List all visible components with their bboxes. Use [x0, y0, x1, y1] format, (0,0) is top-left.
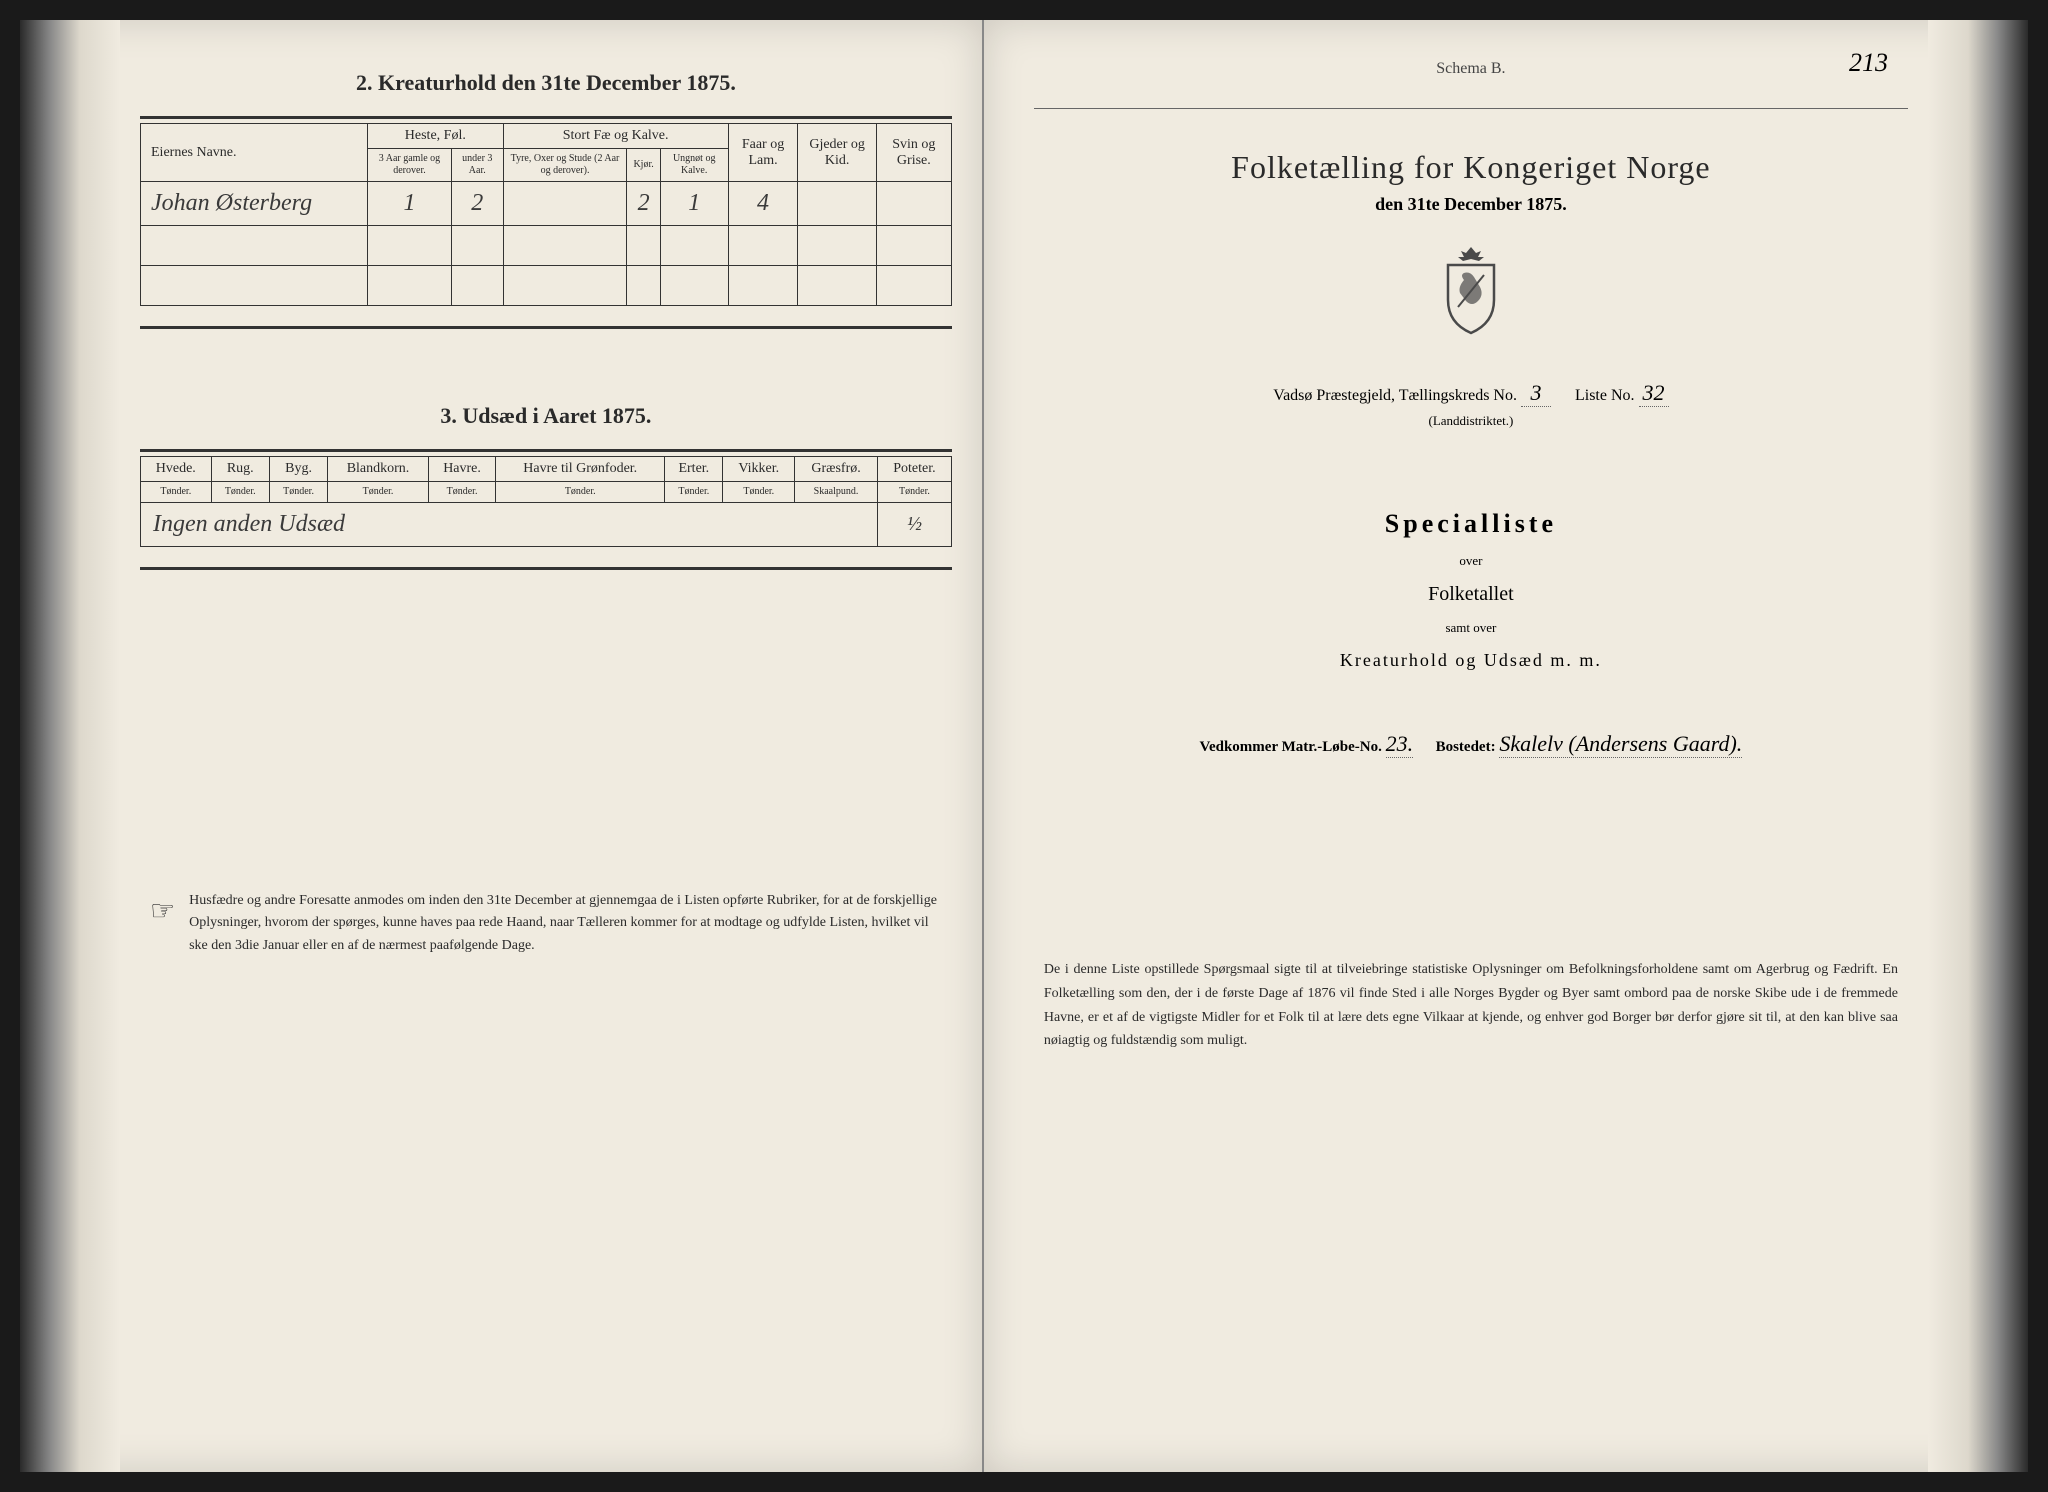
left-page: 2. Kreaturhold den 31te December 1875. E… — [20, 20, 984, 1472]
unit: Tønder. — [211, 482, 269, 503]
liste-label: Liste No. — [1575, 387, 1639, 404]
cell-v3 — [503, 182, 627, 226]
liste-no: 32 — [1639, 380, 1669, 407]
cell-v6: 4 — [728, 182, 798, 226]
section3-title: 3. Udsæd i Aaret 1875. — [140, 403, 952, 429]
footnote-text: Husfædre og andre Foresatte anmodes om i… — [189, 890, 942, 957]
col-name: Eiernes Navne. — [141, 124, 368, 182]
page-number: 213 — [1849, 48, 1888, 78]
parish-name: Vadsø — [1273, 387, 1312, 404]
kreatur-label: Kreaturhold og Udsæd m. m. — [1034, 650, 1908, 671]
vedkommer-label: Vedkommer Matr.-Løbe-No. — [1200, 739, 1386, 755]
specialliste-title: Specialliste — [1034, 509, 1908, 539]
table-row: Ingen anden Udsæd ½ — [141, 503, 952, 547]
col-byg: Byg. — [269, 457, 327, 482]
seed-table: Hvede. Rug. Byg. Blandkorn. Havre. Havre… — [140, 456, 952, 547]
jurisdiction-line: Vadsø Præstegjeld, Tællingskreds No. 3 L… — [1034, 380, 1908, 407]
col-group-fae: Stort Fæ og Kalve. — [503, 124, 728, 149]
book-spread: 2. Kreaturhold den 31te December 1875. E… — [20, 20, 2028, 1472]
col-poteter: Poteter. — [878, 457, 952, 482]
vedkommer-line: Vedkommer Matr.-Løbe-No. 23. Bostedet: S… — [1034, 731, 1908, 758]
unit: Tønder. — [665, 482, 723, 503]
pointing-hand-icon: ☞ — [150, 890, 175, 957]
cell-v8 — [876, 182, 951, 226]
census-title: Folketælling for Kongeriget Norge — [1034, 149, 1908, 186]
rule — [140, 116, 952, 119]
unit: Skaalpund. — [795, 482, 878, 503]
unit: Tønder. — [496, 482, 665, 503]
cell-v5: 1 — [660, 182, 728, 226]
right-page-edge — [1928, 20, 2028, 1472]
col-gjeder: Gjeder og Kid. — [798, 124, 876, 182]
unit: Tønder. — [269, 482, 327, 503]
coat-of-arms-icon — [1034, 245, 1908, 340]
matr-no: 23. — [1386, 731, 1414, 758]
table-row — [141, 226, 952, 266]
col-fae2: Kjør. — [627, 149, 660, 182]
livestock-table: Eiernes Navne. Heste, Føl. Stort Fæ og K… — [140, 123, 952, 306]
folketallet-label: Folketallet — [1034, 583, 1908, 606]
col-blandkorn: Blandkorn. — [328, 457, 429, 482]
cell-v1: 1 — [368, 182, 452, 226]
col-heste2: under 3 Aar. — [451, 149, 503, 182]
col-hvede: Hvede. — [141, 457, 212, 482]
col-vikker: Vikker. — [723, 457, 795, 482]
cell-v7 — [798, 182, 876, 226]
col-rug: Rug. — [211, 457, 269, 482]
jurisdiction-mid: Præstegjeld, Tællingskreds No. — [1312, 387, 1521, 404]
jurisdiction-sub: (Landdistriktet.) — [1034, 413, 1908, 429]
cell-v4: 2 — [627, 182, 660, 226]
rule — [140, 567, 952, 570]
cell-v2: 2 — [451, 182, 503, 226]
census-date: den 31te December 1875. — [1034, 194, 1908, 215]
col-heste1: 3 Aar gamle og derover. — [368, 149, 452, 182]
unit: Tønder. — [328, 482, 429, 503]
owner-name: Johan Østerberg — [141, 182, 368, 226]
col-group-heste: Heste, Føl. — [368, 124, 504, 149]
rule — [140, 326, 952, 329]
rule — [140, 449, 952, 452]
bostedet-label: Bostedet: — [1436, 739, 1500, 755]
table-row — [141, 266, 952, 306]
poteter-value: ½ — [878, 503, 952, 547]
kreds-no: 3 — [1521, 380, 1551, 407]
col-havre-gron: Havre til Grønfoder. — [496, 457, 665, 482]
section2-title: 2. Kreaturhold den 31te December 1875. — [140, 70, 952, 96]
schema-label: Schema B. — [1034, 60, 1908, 78]
right-footnote: De i denne Liste opstillede Spørgsmaal s… — [1034, 958, 1908, 1053]
right-page: 213 Schema B. Folketælling for Kongerige… — [984, 20, 2028, 1472]
unit: Tønder. — [428, 482, 495, 503]
col-faar: Faar og Lam. — [728, 124, 798, 182]
unit: Tønder. — [878, 482, 952, 503]
unit: Tønder. — [723, 482, 795, 503]
col-fae1: Tyre, Oxer og Stude (2 Aar og derover). — [503, 149, 627, 182]
left-footnote: ☞ Husfædre og andre Foresatte anmodes om… — [140, 890, 952, 957]
table-row: Johan Østerberg 1 2 2 1 4 — [141, 182, 952, 226]
over-label: over — [1034, 553, 1908, 569]
left-page-edge — [20, 20, 120, 1472]
bostedet-value: Skalelv (Andersens Gaard). — [1499, 731, 1742, 758]
samt-over-label: samt over — [1034, 620, 1908, 636]
unit: Tønder. — [141, 482, 212, 503]
col-havre: Havre. — [428, 457, 495, 482]
seed-note: Ingen anden Udsæd — [141, 503, 878, 547]
rule — [1034, 108, 1908, 109]
col-fae3: Ungnøt og Kalve. — [660, 149, 728, 182]
col-erter: Erter. — [665, 457, 723, 482]
col-graesfro: Græsfrø. — [795, 457, 878, 482]
col-svin: Svin og Grise. — [876, 124, 951, 182]
